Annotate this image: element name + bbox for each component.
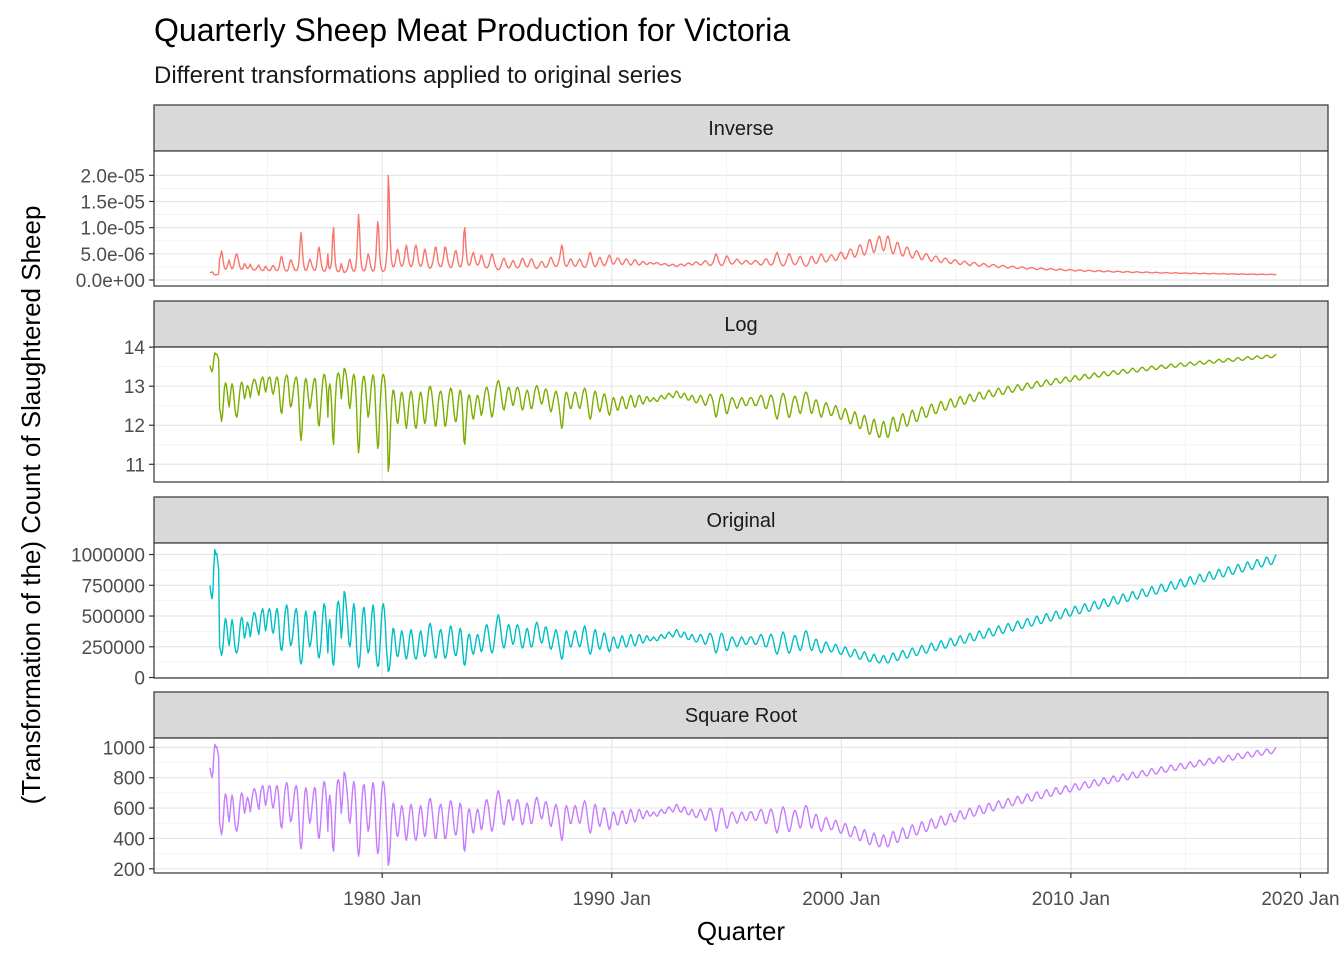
facet-strip-label: Original — [707, 510, 776, 532]
y-tick-label: 2.0e-05 — [81, 166, 145, 187]
y-axis-title: (Transformation of the) Count of Slaught… — [16, 206, 46, 805]
series-line — [209, 174, 1277, 276]
facet-strip — [153, 104, 1329, 152]
y-tick-label: 1000000 — [71, 546, 145, 567]
y-tick-label: 1.5e-05 — [81, 192, 145, 213]
chart-subtitle: Different transformations applied to ori… — [154, 62, 682, 89]
panel-background — [154, 347, 1328, 482]
y-tick-label: 0.0e+00 — [76, 271, 145, 292]
y-tick-label: 600 — [113, 799, 145, 820]
x-tick-label: 2010 Jan — [1032, 889, 1110, 910]
y-tick-label: 800 — [113, 769, 145, 790]
facet-panels: Inverse 0.0e+00 5.0e-06 1.0e-05 1.5e-05 2.0e-… — [71, 104, 1329, 881]
y-tick-label: 12 — [124, 416, 145, 437]
panel-border — [153, 542, 1329, 679]
series-line — [209, 743, 1277, 866]
series-line — [209, 548, 1277, 673]
y-tick-label: 1.0e-05 — [81, 219, 145, 240]
facet-strip-label: Inverse — [708, 118, 774, 140]
facet-strip-label: Log — [724, 314, 757, 336]
chart-title: Quarterly Sheep Meat Production for Vict… — [154, 12, 790, 48]
panel-background — [154, 543, 1328, 678]
x-axis-title: Quarter — [697, 916, 785, 946]
y-tick-label: 14 — [124, 338, 146, 359]
panel-border — [153, 737, 1329, 874]
y-tick-label: 400 — [113, 829, 145, 850]
facet-panel-square-root: Square Root 200 400 600 800 1000 — [103, 691, 1329, 881]
panel-border — [153, 150, 1329, 287]
panel-background — [154, 151, 1328, 286]
facet-panel-inverse: Inverse 0.0e+00 5.0e-06 1.0e-05 1.5e-05 2.0e-… — [76, 104, 1329, 292]
y-tick-label: 5.0e-06 — [81, 245, 145, 266]
panel-background — [154, 738, 1328, 873]
facet-panel-log: Log 11 12 13 14 — [124, 300, 1329, 483]
x-tick-label: 1990 Jan — [573, 889, 651, 910]
y-tick-label: 200 — [113, 860, 145, 881]
facet-strip — [153, 691, 1329, 739]
series-line — [209, 352, 1277, 473]
facet-panel-original: Original 0 250000 500000 750000 1000000 — [71, 496, 1329, 690]
facet-strip-label: Square Root — [685, 705, 798, 727]
panel-border — [153, 346, 1329, 483]
y-tick-label: 11 — [125, 455, 145, 476]
x-tick-label: 1980 Jan — [343, 889, 421, 910]
x-axis: 1980 Jan 1990 Jan 2000 Jan 2010 Jan 2020 Jan — [343, 873, 1340, 910]
facet-strip — [153, 496, 1329, 544]
y-tick-label: 0 — [134, 669, 145, 690]
y-tick-label: 500000 — [82, 607, 145, 628]
y-tick-label: 13 — [124, 377, 145, 398]
y-tick-label: 1000 — [103, 738, 145, 759]
y-tick-label: 750000 — [82, 576, 145, 597]
facet-strip — [153, 300, 1329, 348]
x-tick-label: 2020 Jan — [1261, 889, 1339, 910]
x-tick-label: 2000 Jan — [802, 889, 880, 910]
y-tick-label: 250000 — [82, 638, 145, 659]
